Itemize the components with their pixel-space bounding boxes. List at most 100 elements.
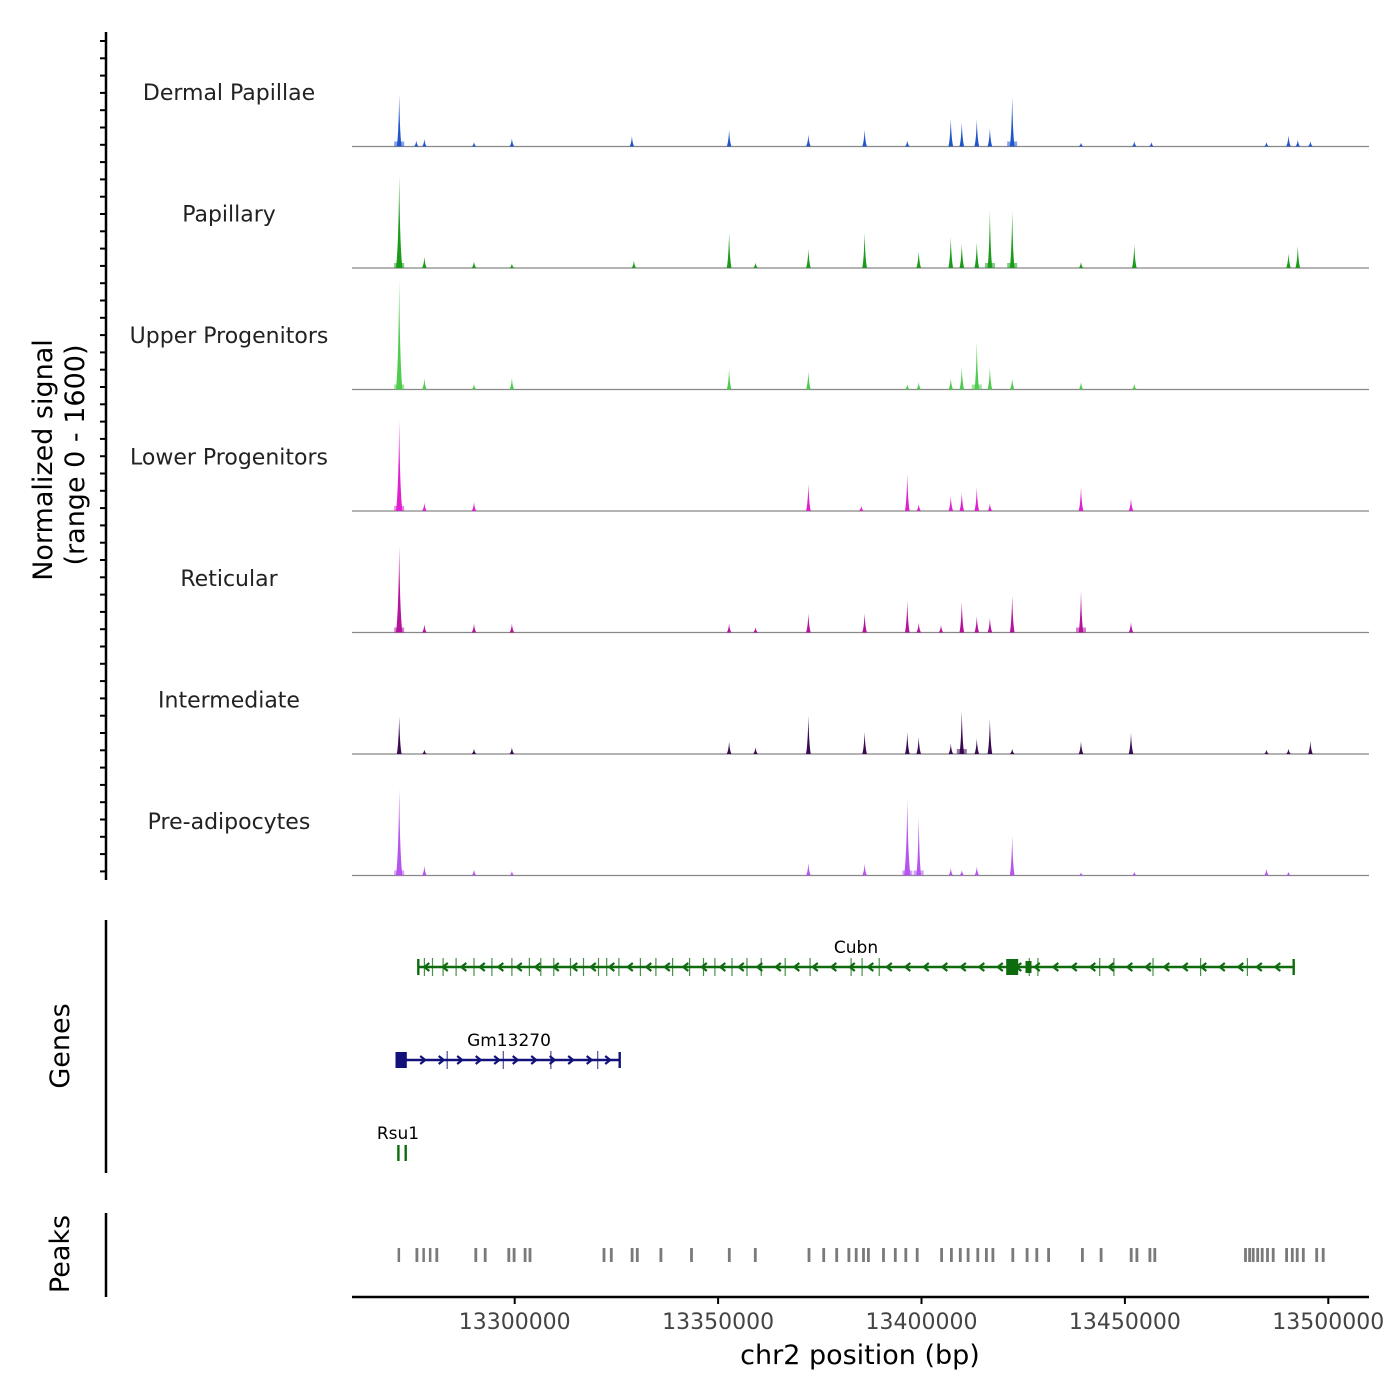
strand-chevron — [903, 962, 911, 972]
signal-peak — [471, 869, 477, 876]
y-axis-label-line2: (range 0 - 1600) — [60, 345, 91, 566]
signal-peak — [1264, 749, 1269, 754]
x-tick-label: 13500000 — [1272, 1310, 1384, 1335]
track-reticular: Reticular — [180, 545, 1369, 634]
coverage-tracks: Dermal Papillae Papillary Upper Progenitor… — [130, 81, 1369, 877]
x-axis: 13300000 13350000 13400000 13450000 13500000 — [352, 1295, 1384, 1335]
strand-chevron — [1144, 962, 1152, 972]
signal-peak — [959, 122, 965, 147]
strand-chevron — [1181, 962, 1189, 972]
strand-chevron — [604, 1055, 612, 1065]
signal-peak — [1009, 748, 1015, 754]
signal-peak — [471, 748, 477, 754]
peak-region — [512, 1248, 516, 1262]
signal-shoulder — [971, 384, 982, 390]
signal-peak — [987, 210, 993, 268]
signal-peak — [471, 384, 477, 390]
signal-peak — [1078, 590, 1084, 633]
peak-region — [483, 1248, 487, 1262]
strand-chevron — [829, 962, 837, 972]
peak-region — [609, 1248, 613, 1262]
signal-peak — [1131, 244, 1137, 268]
signal-peak — [1009, 595, 1015, 633]
signal-peak — [509, 871, 515, 876]
peak-region — [727, 1248, 731, 1262]
signal-shoulder — [902, 870, 913, 876]
gene-block — [395, 1052, 407, 1068]
signal-peak — [509, 623, 515, 633]
strand-chevron — [885, 962, 893, 972]
signal-peak — [396, 420, 403, 511]
peak-region — [1129, 1248, 1133, 1262]
peak-region — [1047, 1248, 1050, 1262]
peak-region — [915, 1248, 919, 1262]
signal-peak — [1009, 96, 1015, 147]
signal-peak — [1128, 732, 1134, 754]
peak-region — [940, 1248, 943, 1262]
track-dermal-papillae: Dermal Papillae — [143, 81, 1369, 148]
signal-peak — [916, 382, 922, 390]
strand-chevron — [1273, 962, 1281, 972]
strand-chevron — [419, 1055, 427, 1065]
peak-region — [1035, 1248, 1039, 1262]
peak-region — [1295, 1248, 1299, 1262]
signal-peak — [858, 505, 864, 511]
signal-shoulder — [394, 627, 405, 633]
signal-peak — [862, 129, 867, 147]
signal-peak — [726, 232, 732, 268]
signal-shoulder — [394, 506, 405, 511]
peak-region — [904, 1248, 908, 1262]
peak-region — [1099, 1248, 1103, 1262]
signal-peak — [509, 263, 515, 268]
signal-shoulder — [956, 749, 967, 754]
signal-peak — [1286, 135, 1291, 147]
strand-chevron — [1107, 962, 1115, 972]
signal-peak — [422, 749, 427, 754]
peak-region — [882, 1248, 885, 1262]
signal-peak — [726, 741, 732, 754]
peak-region — [602, 1248, 606, 1262]
signal-peak — [948, 743, 954, 754]
signal-peak — [959, 870, 965, 876]
strand-chevron — [977, 962, 985, 972]
signal-peak — [471, 261, 477, 268]
signal-peak — [753, 262, 758, 268]
signal-shoulder — [1007, 141, 1018, 147]
strand-chevron — [496, 962, 504, 972]
signal-peak — [948, 378, 954, 390]
strand-chevron — [1051, 962, 1059, 972]
strand-chevron — [515, 962, 523, 972]
signal-peak — [904, 140, 910, 147]
signal-peak — [1131, 141, 1137, 147]
strand-chevron — [456, 1055, 464, 1065]
signal-y-axis — [100, 32, 108, 880]
signal-peak — [1295, 139, 1301, 147]
peaks-panel — [104, 1213, 1325, 1297]
peak-region — [893, 1248, 897, 1262]
gene-gm13270: Gm13270 — [395, 1031, 621, 1069]
signal-peak — [974, 119, 980, 147]
strand-chevron — [475, 1055, 483, 1065]
signal-peak — [938, 625, 944, 633]
signal-peak — [1128, 498, 1134, 511]
strand-chevron — [512, 1055, 520, 1065]
signal-peak — [806, 715, 811, 754]
strand-chevron — [459, 962, 467, 972]
strand-chevron — [996, 962, 1004, 972]
signal-peak — [974, 341, 980, 390]
strand-chevron — [626, 962, 634, 972]
signal-peak — [1078, 262, 1084, 268]
strand-chevron — [644, 962, 652, 972]
peak-region — [523, 1248, 527, 1262]
peak-region — [807, 1248, 811, 1262]
signal-peak — [987, 617, 993, 633]
peak-region — [1135, 1248, 1139, 1262]
strand-chevron — [549, 1055, 557, 1065]
strand-chevron — [792, 962, 800, 972]
strand-chevron — [1218, 962, 1226, 972]
signal-peak — [916, 737, 922, 754]
strand-chevron — [1199, 962, 1207, 972]
gene-block — [1006, 959, 1019, 975]
peak-region — [397, 1248, 401, 1262]
peak-region — [635, 1248, 639, 1262]
